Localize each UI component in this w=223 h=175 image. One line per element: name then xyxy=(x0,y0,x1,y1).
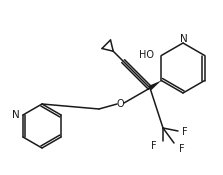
Text: HO: HO xyxy=(139,50,154,60)
Text: F: F xyxy=(182,127,188,137)
Polygon shape xyxy=(149,80,161,90)
Text: F: F xyxy=(151,141,157,151)
Text: F: F xyxy=(179,144,185,154)
Text: O: O xyxy=(116,99,124,109)
Text: N: N xyxy=(180,34,188,44)
Text: N: N xyxy=(12,110,20,120)
